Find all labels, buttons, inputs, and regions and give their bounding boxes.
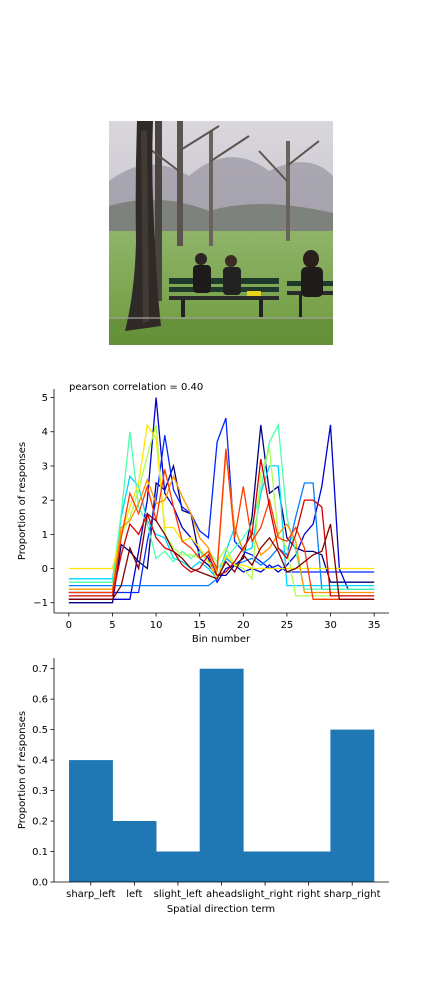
line-series-11 [68,458,375,597]
line-y-tick-label: −1 [33,598,48,609]
line-y-tick-label: 4 [42,427,48,438]
line-x-tick-label: 5 [109,620,115,631]
line-x-tick-label: 20 [237,620,250,631]
bar-chart: sharp_left left slight_left ahead slight_rig… [17,658,389,915]
line-y-tick-label: 0 [42,564,48,575]
line-series-12 [68,512,375,600]
bar-right [286,851,331,882]
bar-ahead [199,668,244,882]
line-chart: pearson correlation = 0.40 0 5 10 15 20 25 30 3… [17,382,389,645]
bar-y-tick-label: 0.5 [32,725,48,736]
bar-x-tick-label: slight_right [237,889,293,900]
bar-chart-bars [69,668,375,882]
bar-sharp-right [330,729,375,882]
line-y-tick-label: 5 [42,393,48,404]
bar-y-tick-label: 0.1 [32,847,48,858]
line-x-tick-label: 35 [368,620,381,631]
bar-y-tick-label: 0.4 [32,756,48,767]
bar-y-tick-label: 0.7 [32,664,48,675]
line-chart-x-label: Bin number [192,634,251,645]
bar-y-tick-label: 0.0 [32,878,48,889]
line-series-2 [68,397,375,600]
bar-x-tick-label: ahead [206,889,237,900]
line-series-3 [68,417,375,594]
line-chart-y-label: Proportion of responses [17,442,28,560]
bar-chart-x-ticks: sharp_left left slight_left ahead slight_rig… [66,882,381,900]
bar-y-tick-label: 0.2 [32,817,48,828]
line-chart-series-group [68,397,375,604]
bar-x-tick-label: left [126,889,142,900]
bar-y-tick-label: 0.3 [32,786,48,797]
line-x-tick-label: 10 [150,620,163,631]
park-bench-photo [109,121,333,345]
bar-x-tick-label: sharp_left [66,889,115,900]
line-x-tick-label: 25 [281,620,294,631]
bar-x-tick-label: right [297,889,321,900]
line-y-tick-label: 2 [42,496,48,507]
bar-left [112,821,157,882]
bar-slight-right [243,851,288,882]
line-chart-title: pearson correlation = 0.40 [69,382,203,393]
bar-x-tick-label: sharp_right [324,889,381,900]
line-chart-x-ticks: 0 5 10 15 20 25 30 35 [66,613,381,631]
line-x-tick-label: 30 [324,620,337,631]
bar-sharp-left [69,760,113,882]
bar-chart-x-label: Spatial direction term [167,904,275,915]
park-bench-photo-icon [109,121,333,345]
line-series-8 [68,423,375,581]
line-series-10 [68,448,375,600]
line-x-tick-label: 0 [66,620,72,631]
line-chart-y-ticks: −1 0 1 2 3 4 5 [33,393,54,609]
bar-chart-y-label: Proportion of responses [17,711,28,829]
bar-slight-left [156,851,200,882]
bar-chart-y-ticks: 0.0 0.1 0.2 0.3 0.4 0.5 0.6 0.7 [32,664,54,889]
line-x-tick-label: 15 [193,620,206,631]
line-y-tick-label: 1 [42,530,48,541]
line-series-9 [68,452,375,594]
bar-y-tick-label: 0.6 [32,695,48,706]
line-y-tick-label: 3 [42,461,48,472]
bar-x-tick-label: slight_left [154,889,203,900]
